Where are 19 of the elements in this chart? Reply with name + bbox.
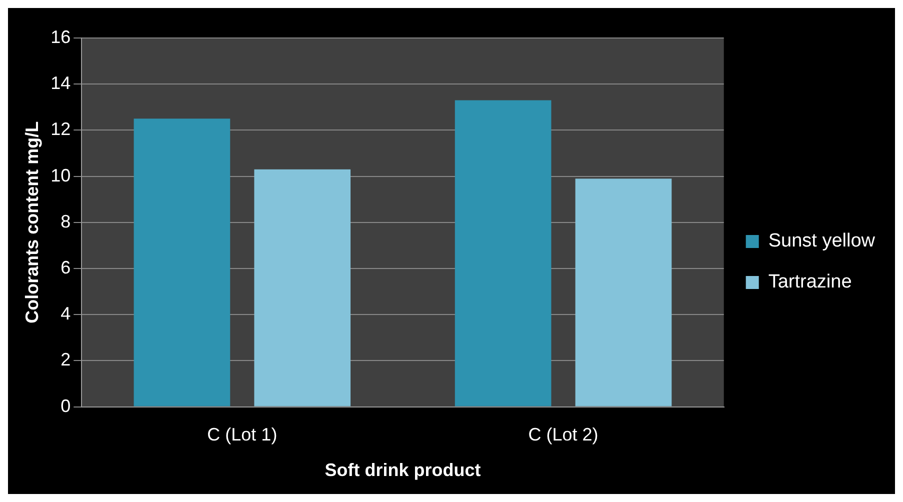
bar	[454, 100, 552, 406]
x-tick-label: C (Lot 2)	[528, 424, 598, 445]
x-axis-title: Soft drink product	[324, 460, 481, 480]
y-tick-label: 6	[60, 257, 71, 278]
y-tick-label: 0	[60, 396, 71, 416]
legend-label: Sunst yellow	[768, 230, 876, 252]
y-tick-label: 12	[50, 119, 71, 140]
y-tick-label: 10	[50, 165, 71, 186]
y-tick-label: 14	[50, 73, 71, 94]
y-tick-label: 8	[60, 211, 71, 232]
y-axis-title: Colorants content mg/L	[22, 121, 42, 324]
y-tick-label: 4	[60, 304, 71, 324]
bar	[254, 169, 351, 406]
bar	[575, 178, 672, 406]
legend-label: Tartrazine	[768, 272, 852, 293]
x-tick-label: C (Lot 1)	[207, 424, 278, 445]
bar	[134, 118, 230, 406]
y-tick-label: 16	[50, 26, 71, 47]
y-tick-label: 2	[60, 350, 71, 370]
